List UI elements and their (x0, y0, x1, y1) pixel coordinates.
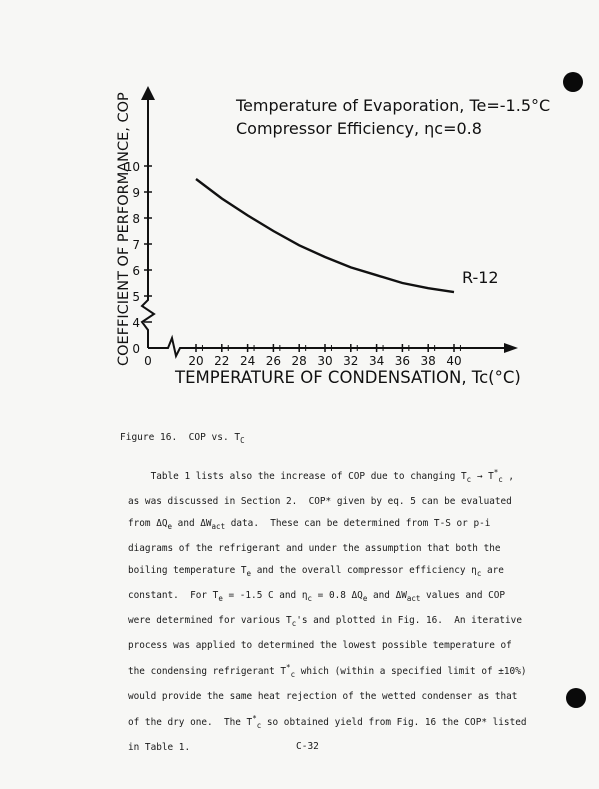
x-tick-label: 22 (214, 354, 229, 368)
chart-title-line1: Temperature of Evaporation, Te=-1.5°C (235, 96, 550, 115)
body-text-run: boiling temperature T (128, 565, 247, 577)
body-line: would provide the same heat rejection of… (128, 686, 517, 708)
body-text-run: diagrams of the refrigerant and under th… (128, 543, 501, 555)
x-tick-label: 26 (266, 354, 281, 368)
figure-caption-label: Figure 16. (120, 432, 178, 443)
x-tick-label: 20 (188, 354, 203, 368)
body-text-run: and ΔW (172, 518, 212, 530)
x-tick-label: 28 (292, 354, 307, 368)
y-tick-label: 5 (132, 290, 140, 304)
body-text-run: , (502, 471, 515, 483)
series-line-r12 (195, 178, 455, 294)
body-text-run: from ΔQ (128, 518, 168, 530)
body-text-run: e (167, 522, 173, 532)
figure-caption-subscript: C (240, 436, 245, 445)
body-line: the condensing refrigerant T*c which (wi… (128, 657, 527, 686)
x-tick-label: 38 (421, 354, 436, 368)
body-text-run: c (291, 619, 297, 629)
body-line: Table 1 lists also the increase of COP d… (128, 462, 515, 491)
body-line: from ΔQe and ΔWact data. These can be de… (128, 513, 508, 538)
hole-punch-bottom (566, 688, 586, 708)
body-text-run: and the overall compressor efficiency η (251, 565, 477, 577)
body-text-run: were determined for various T (128, 615, 292, 627)
body-text-run: c (307, 594, 313, 604)
body-text-run: in Table 1. (128, 742, 191, 754)
x-tick-label: 40 (446, 354, 461, 368)
body-text-run: → T (471, 471, 494, 483)
page-number: C-32 (296, 741, 319, 752)
body-line: as was discussed in Section 2. COP* give… (128, 491, 512, 513)
body-text-run: values and COP (420, 590, 506, 602)
y-tick-label: 0 (132, 342, 140, 356)
body-line: process was applied to determined the lo… (128, 635, 512, 657)
series-label-r12: R-12 (462, 268, 499, 287)
body-text-run: act (406, 594, 421, 604)
x-ticks: 0 20 22 24 26 28 30 32 34 36 38 40 (144, 344, 462, 368)
body-text-run: would provide the same heat rejection of… (128, 691, 518, 703)
body-text-run: * (286, 663, 291, 673)
body-text-run: c (476, 569, 482, 579)
body-text-run: 's and plotted in Fig. 16. An iterative (296, 615, 522, 627)
body-text-run: Table 1 lists also the increase of COP d… (128, 471, 467, 483)
body-text-run: are (481, 565, 504, 577)
x-axis-arrow (504, 343, 518, 353)
body-text-run: c (256, 721, 262, 731)
figure-caption: Figure 16. COP vs. TC (120, 432, 245, 445)
y-axis-label: COEFFICIENT OF PERFORMANCE, COP (116, 92, 132, 366)
body-text-run: as was discussed in Section 2. COP* give… (128, 496, 512, 508)
y-ticks: 0 4 5 6 7 8 9 10 (125, 160, 152, 356)
y-tick-label: 4 (132, 316, 140, 330)
body-text-run: c (498, 475, 503, 485)
hole-punch-top (563, 72, 583, 92)
body-text-run: data. These can be determined from T-S o… (225, 518, 491, 530)
x-tick-label: 30 (317, 354, 332, 368)
x-tick-label: 36 (395, 354, 410, 368)
body-text-run: e (246, 569, 252, 579)
body-line: were determined for various Tc's and plo… (128, 610, 522, 635)
x-tick-label: 32 (343, 354, 358, 368)
body-text-run: constant. For T (128, 590, 219, 602)
body-text-run: = 0.8 ΔQ (312, 590, 363, 602)
cop-chart: 0 4 5 6 7 8 9 10 0 20 22 24 26 28 30 32 34 36 38 40 R-12 T… (116, 86, 550, 387)
y-axis-line (140, 100, 156, 348)
body-text-run: * (493, 468, 499, 477)
body-text-run: c (290, 670, 296, 680)
x-tick-label: 34 (369, 354, 384, 368)
body-line: diagrams of the refrigerant and under th… (128, 538, 508, 560)
body-line: constant. For Te = -1.5 C and ηc = 0.8 Δ… (128, 585, 508, 610)
x-tick-label: 24 (240, 354, 255, 368)
x-axis-label: TEMPERATURE OF CONDENSATION, Tc(°C) (174, 368, 521, 387)
body-line: in Table 1. (128, 737, 508, 759)
x-axis-line (148, 334, 506, 359)
body-text-run: process was applied to determined the lo… (128, 640, 512, 652)
body-text-run: e (362, 594, 368, 604)
x-tick-label: 0 (144, 354, 152, 368)
y-tick-label: 10 (125, 160, 140, 174)
body-text-run: of the dry one. The T (128, 717, 253, 729)
body-line: of the dry one. The T*c so obtained yiel… (128, 708, 527, 737)
body-text-run: the condensing refrigerant T (128, 666, 287, 678)
body-paragraph: Table 1 lists also the increase of COP d… (128, 462, 527, 759)
body-text-run: c (466, 475, 472, 485)
body-text-run: so obtained yield from Fig. 16 the COP* … (261, 717, 527, 729)
chart-axes (140, 86, 518, 359)
body-text-run: act (211, 522, 226, 532)
body-text-run: and ΔW (367, 590, 407, 602)
y-tick-label: 8 (132, 212, 140, 226)
figure-caption-text: COP vs. T (188, 432, 241, 443)
body-text-run: which (within a specified limit of ±10%) (295, 666, 527, 678)
body-text-run: e (218, 594, 223, 604)
body-line: boiling temperature Te and the overall c… (128, 560, 508, 585)
chart-title-line2: Compressor Efficiency, ηc=0.8 (236, 119, 482, 138)
body-text-run: = -1.5 C and η (222, 590, 308, 602)
y-tick-label: 7 (132, 238, 140, 252)
y-axis-arrow (141, 86, 155, 100)
body-text-run: * (252, 714, 257, 724)
y-tick-label: 6 (132, 264, 140, 278)
y-tick-label: 9 (132, 186, 140, 200)
